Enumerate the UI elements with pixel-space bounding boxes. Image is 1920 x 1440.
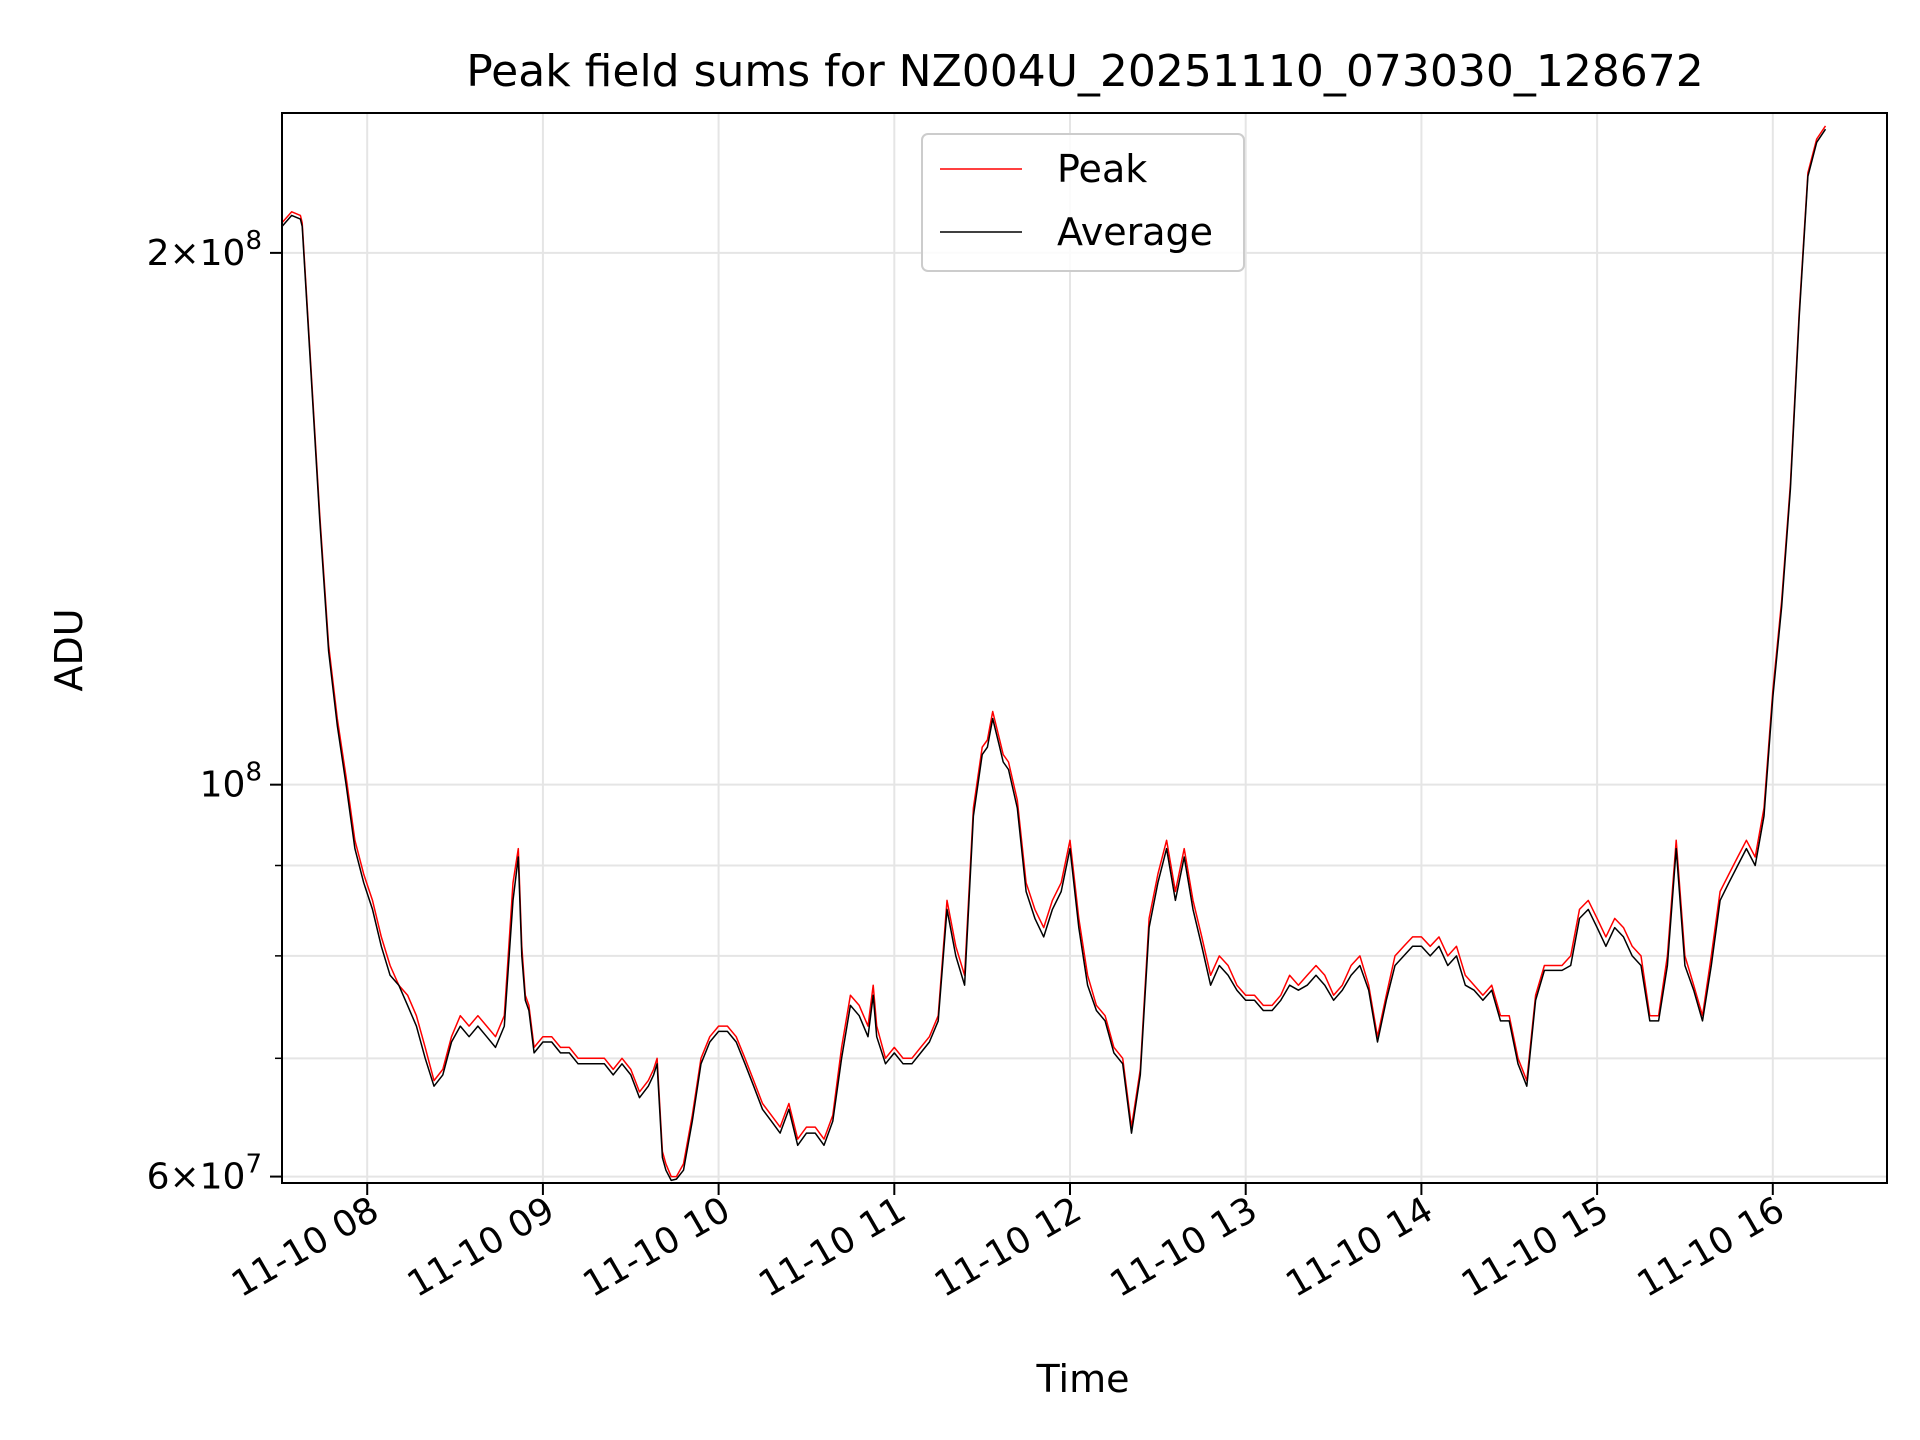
series-line-average <box>281 128 1827 1182</box>
y-tick-label: 2×108 <box>147 226 262 274</box>
y-tick-label: 6×107 <box>147 1150 262 1198</box>
series-line-peak <box>281 125 1827 1178</box>
x-axis-label: Time <box>1036 1357 1130 1401</box>
chart-title: Peak field sums for NZ004U_20251110_0730… <box>466 46 1704 97</box>
y-axis: 6×107 108 2×108 <box>147 226 282 1198</box>
legend-label-peak: Peak <box>1057 147 1147 191</box>
legend: Peak Average <box>921 133 1245 272</box>
legend-label-average: Average <box>1057 210 1213 254</box>
series-layer <box>281 125 1827 1182</box>
plot-frame <box>281 112 1888 1184</box>
y-axis-label: ADU <box>47 608 91 691</box>
y-tick-label: 108 <box>200 758 262 806</box>
